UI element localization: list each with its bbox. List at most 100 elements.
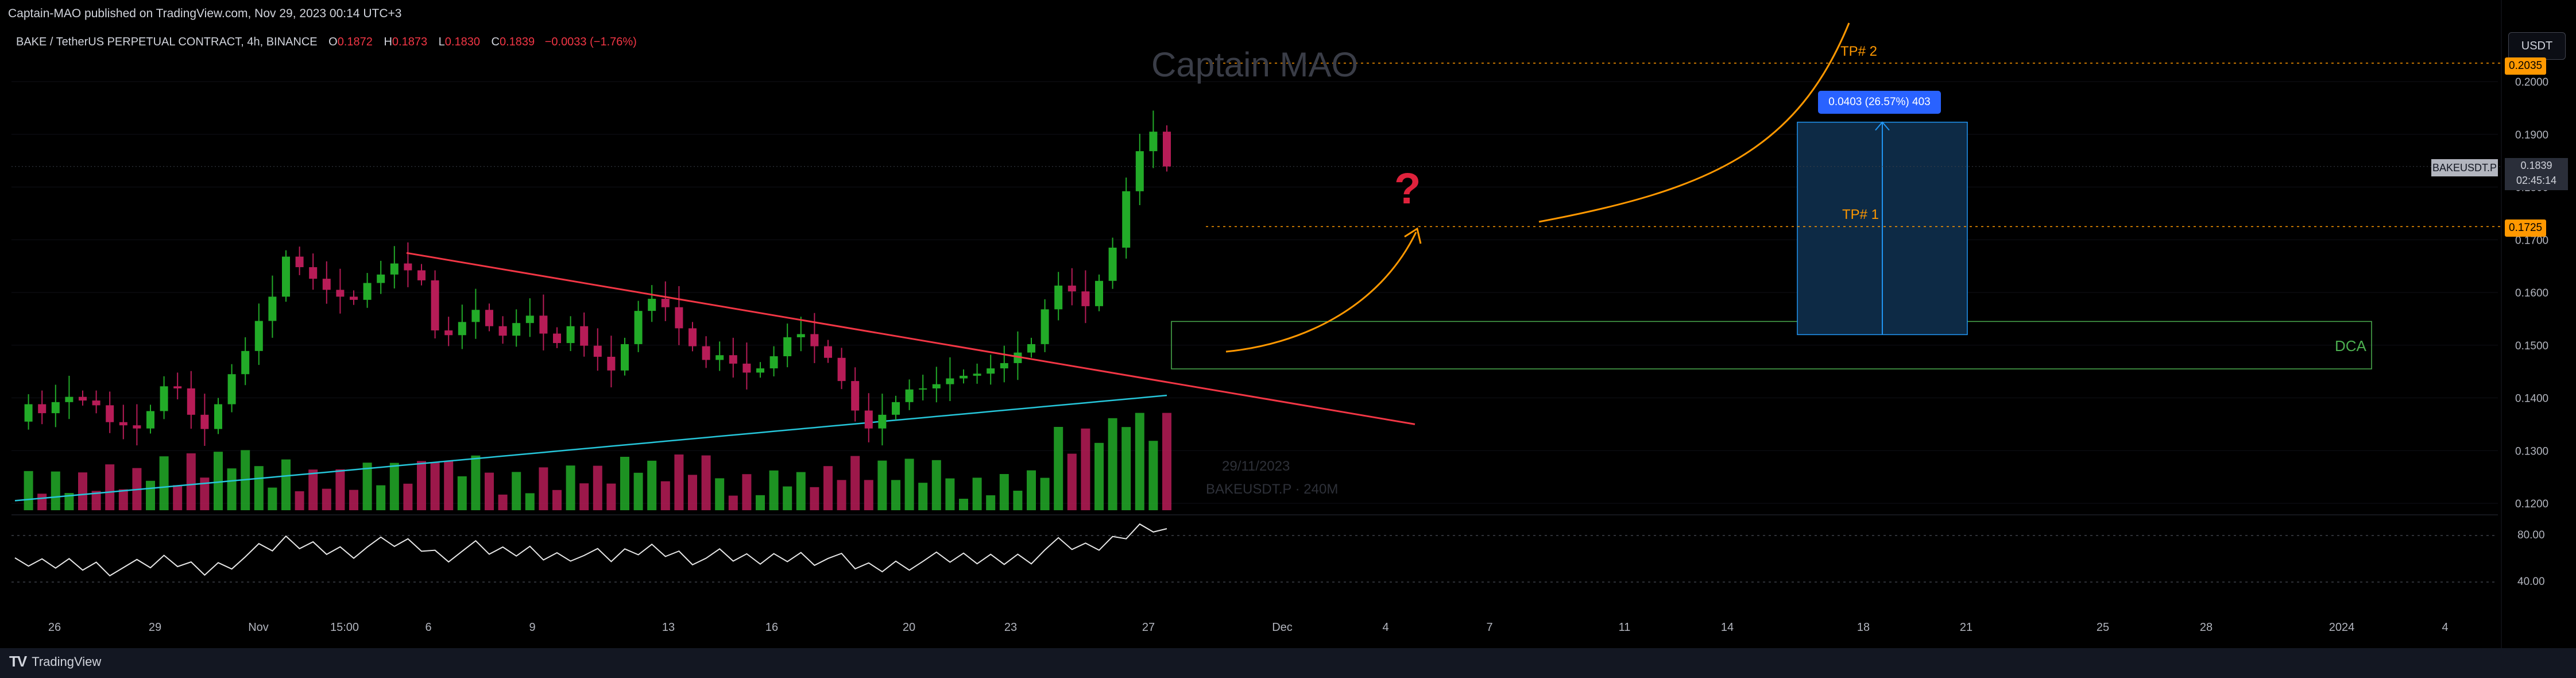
question-mark: ? [1394, 164, 1421, 213]
candle [1149, 132, 1158, 152]
volume-bar [620, 457, 629, 510]
volume-bar [877, 460, 887, 510]
price-tick-label: 0.1700 [2515, 234, 2548, 246]
candle [648, 299, 656, 311]
candle [525, 315, 534, 323]
price-tick-label: 0.1400 [2515, 393, 2548, 405]
volume-bar [525, 493, 535, 510]
time-tick-label: Dec [1272, 621, 1293, 634]
date-watermark: 29/11/2023 [1222, 459, 1290, 474]
volume-bar [850, 456, 860, 510]
rsi-panel [11, 514, 2498, 583]
volume-bar [430, 463, 440, 510]
volume-bar [864, 480, 873, 510]
candle [1041, 309, 1049, 344]
candle [960, 375, 968, 379]
change-value: −0.0033 (−1.76%) [544, 36, 637, 48]
tradingview-brand[interactable]: TV TradingView [9, 653, 101, 671]
candle [715, 355, 724, 360]
candle [282, 256, 290, 297]
volume-bar [200, 477, 210, 510]
volume-bar [24, 471, 33, 510]
volume-bar [1054, 427, 1063, 510]
candle [404, 263, 412, 271]
volume-bar [457, 476, 467, 510]
candle [878, 414, 887, 429]
time-tick-label: 29 [149, 621, 161, 634]
candle [485, 310, 493, 326]
candle [1108, 248, 1117, 281]
volume-bar [281, 459, 291, 510]
volume-bar [335, 469, 345, 510]
volume-bar [498, 494, 508, 510]
volume-bar [159, 456, 169, 510]
volume-bar [376, 485, 386, 510]
volume-bar [769, 470, 779, 510]
candle [173, 386, 182, 388]
brand-name: TradingView [32, 654, 102, 669]
candle [119, 422, 127, 426]
candle [769, 356, 778, 369]
candle [783, 337, 792, 357]
candle [553, 333, 561, 344]
symbol-watermark: BAKEUSDT.P · 240M [1206, 481, 1339, 497]
candle [756, 368, 764, 373]
volume-bar [444, 461, 454, 510]
volume-bar [904, 459, 914, 510]
candle [24, 404, 33, 422]
tp1-price-tag: 0.1725 [2505, 219, 2547, 237]
volume-bar [1108, 418, 1117, 510]
candle [702, 346, 710, 360]
currency-button[interactable]: USDT [2508, 32, 2566, 60]
volume-bar [173, 485, 183, 510]
volume-bar [579, 483, 589, 510]
candle [892, 402, 900, 415]
candle [92, 400, 100, 406]
candle [1027, 344, 1035, 353]
volume-bar [796, 472, 806, 510]
volume-bar [118, 489, 128, 510]
time-tick-label: 18 [1857, 621, 1870, 634]
volume-bar [593, 465, 602, 510]
candle [160, 386, 168, 411]
volume-bar [1040, 477, 1050, 510]
time-tick-label: 9 [529, 621, 535, 634]
open-label: O [328, 36, 338, 48]
candle [363, 283, 372, 300]
candle [864, 410, 873, 429]
price-tick-label: 0.1200 [2515, 498, 2548, 510]
candle [1163, 132, 1171, 167]
high-label: H [384, 36, 392, 48]
candle [417, 270, 426, 280]
volume-bar [1135, 413, 1144, 510]
volume-bar [674, 454, 684, 510]
candle [621, 344, 629, 371]
candle [1135, 151, 1144, 191]
candle [661, 299, 670, 307]
candle [810, 334, 819, 346]
candle [932, 384, 941, 388]
candle [593, 345, 602, 357]
chart-grid [11, 81, 2498, 504]
candle [268, 296, 277, 321]
volume-bar [417, 461, 426, 510]
tp2-label: TP# 2 [1840, 44, 1878, 59]
time-tick-label: 7 [1486, 621, 1492, 634]
volume-bar [64, 493, 74, 510]
candle [580, 326, 589, 346]
volume-bar [810, 487, 819, 510]
candle [1054, 286, 1063, 310]
candle [512, 323, 521, 336]
low-value: 0.1830 [444, 36, 480, 48]
candle [946, 378, 954, 384]
volume-bar [1013, 491, 1023, 510]
open-value: 0.1872 [337, 36, 373, 48]
volume-bar [837, 480, 846, 510]
current-price: 0.1839 [2520, 160, 2552, 171]
price-tick-label: 0.1900 [2515, 129, 2548, 141]
tp1-label: TP# 1 [1842, 207, 1879, 222]
time-tick-label: 16 [765, 621, 778, 634]
candle [187, 388, 195, 415]
volume-bar [403, 483, 413, 510]
